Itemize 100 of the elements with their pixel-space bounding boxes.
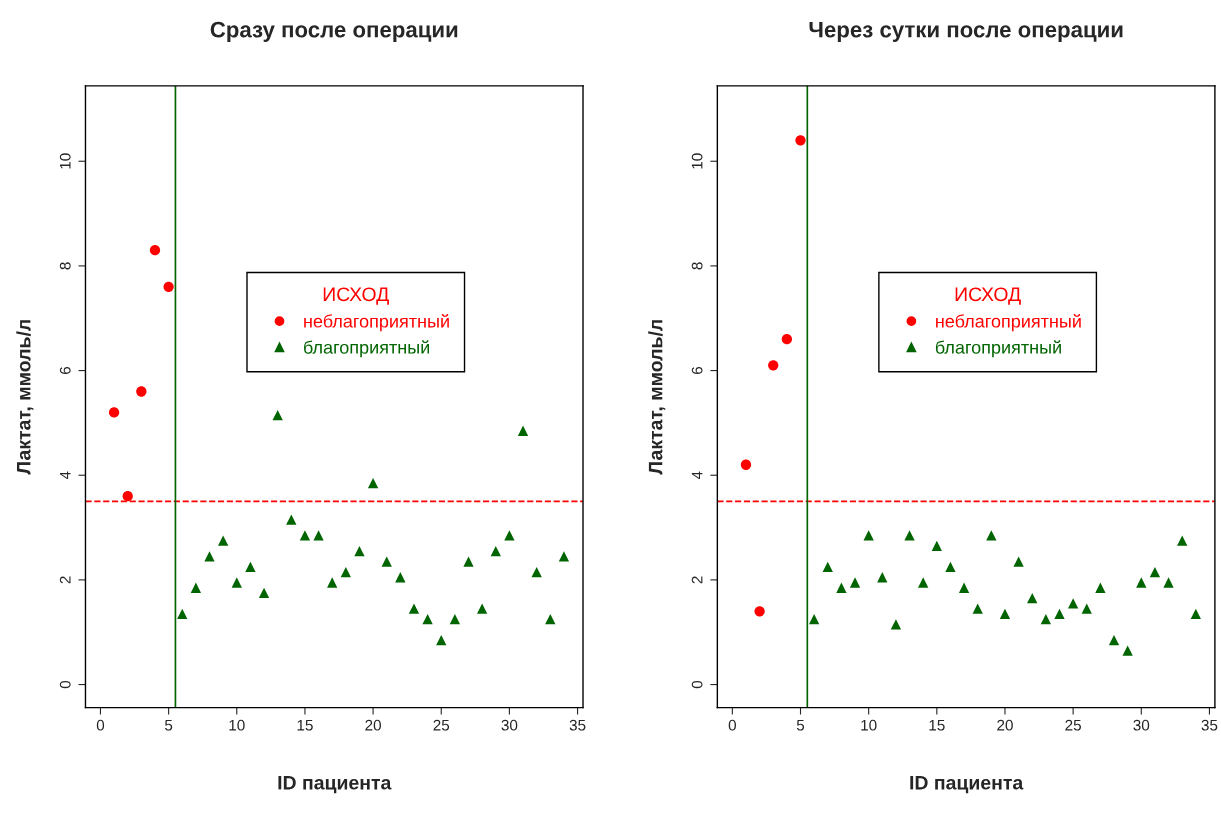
point [381, 556, 392, 567]
point [245, 561, 256, 572]
point [822, 561, 833, 572]
point [476, 603, 488, 614]
point [436, 634, 447, 646]
legend-title: ИСХОД [955, 287, 1021, 305]
point [504, 530, 515, 541]
point [904, 530, 915, 541]
x-tick-label: 30 [1133, 719, 1150, 731]
point [340, 566, 351, 578]
y-tick-label: 6 [59, 366, 71, 375]
x-tick-label: 20 [997, 719, 1013, 731]
point [299, 530, 311, 541]
point [1027, 593, 1038, 604]
point [463, 556, 474, 567]
point [313, 530, 324, 541]
legend-label: неблагоприятный [304, 314, 449, 332]
point [781, 334, 793, 345]
x-tick-label: 10 [861, 719, 877, 731]
point [1081, 603, 1092, 614]
point [931, 540, 942, 552]
point [517, 425, 529, 436]
point [754, 606, 765, 617]
legend-label: благоприятный [935, 340, 1061, 358]
x-tick-label: 30 [501, 719, 518, 731]
y-tick-label: 8 [59, 262, 71, 270]
point [1190, 608, 1201, 620]
point [367, 477, 379, 489]
x-tick-label: 35 [1201, 719, 1218, 731]
x-tick-label: 25 [1065, 719, 1081, 731]
point [1177, 535, 1188, 546]
legend-label: благоприятный [304, 340, 430, 358]
point [272, 409, 283, 421]
x-tick-label: 15 [929, 719, 945, 731]
point [1067, 598, 1079, 609]
point [149, 245, 161, 256]
point [354, 545, 365, 557]
point [531, 566, 542, 578]
point [545, 613, 556, 625]
point [327, 577, 338, 588]
point [1163, 577, 1174, 588]
point [1122, 645, 1133, 656]
point [1095, 582, 1106, 593]
point [177, 608, 188, 620]
point [1040, 613, 1052, 625]
point [986, 530, 997, 541]
y-tick-label: 4 [691, 471, 703, 480]
chart-title: Сразу после операции [210, 21, 458, 42]
point [163, 281, 174, 292]
y-tick-label: 2 [59, 576, 71, 584]
legend-label: неблагоприятный [936, 314, 1081, 332]
point [849, 577, 861, 588]
y-axis-title: Лактат, ммоль/л [16, 320, 34, 475]
point [258, 587, 270, 599]
x-tick-label: 0 [96, 719, 105, 731]
x-tick-label: 5 [796, 719, 805, 731]
point [958, 582, 970, 593]
point [408, 603, 420, 614]
point [490, 545, 501, 557]
x-tick-label: 0 [728, 719, 736, 731]
point [890, 619, 902, 630]
y-tick-label: 10 [691, 153, 703, 169]
legend-title: ИСХОД [323, 287, 389, 305]
point [190, 582, 202, 593]
point [1149, 566, 1161, 578]
point [863, 530, 874, 541]
y-tick-label: 4 [59, 471, 71, 480]
point [999, 608, 1011, 620]
point [918, 577, 929, 588]
x-tick-label: 35 [569, 719, 586, 731]
point [122, 491, 133, 502]
x-axis-title: ID пациента [278, 776, 392, 794]
point [422, 613, 433, 625]
x-tick-label: 10 [229, 719, 245, 731]
point [972, 603, 983, 614]
y-tick-label: 6 [691, 366, 703, 375]
point [836, 582, 847, 593]
y-tick-label: 10 [59, 153, 71, 169]
point [1054, 608, 1065, 620]
x-tick-label: 15 [297, 719, 313, 731]
x-tick-label: 5 [164, 719, 173, 731]
point [1108, 634, 1120, 646]
chart-title: Через сутки после операции [809, 21, 1123, 42]
point [558, 551, 570, 562]
point [945, 561, 956, 572]
point [808, 613, 820, 625]
x-tick-label: 25 [433, 719, 450, 731]
x-axis-title: ID пациента [910, 776, 1024, 794]
y-tick-label: 2 [691, 576, 703, 584]
point [395, 572, 406, 583]
point [204, 551, 215, 562]
point [108, 407, 120, 418]
point [1136, 577, 1147, 588]
point [740, 459, 752, 470]
point [1013, 556, 1024, 567]
y-tick-label: 8 [691, 262, 703, 270]
point [449, 613, 461, 625]
point [136, 386, 147, 397]
point [286, 514, 297, 525]
y-axis-title: Лактат, ммоль/л [648, 320, 666, 475]
